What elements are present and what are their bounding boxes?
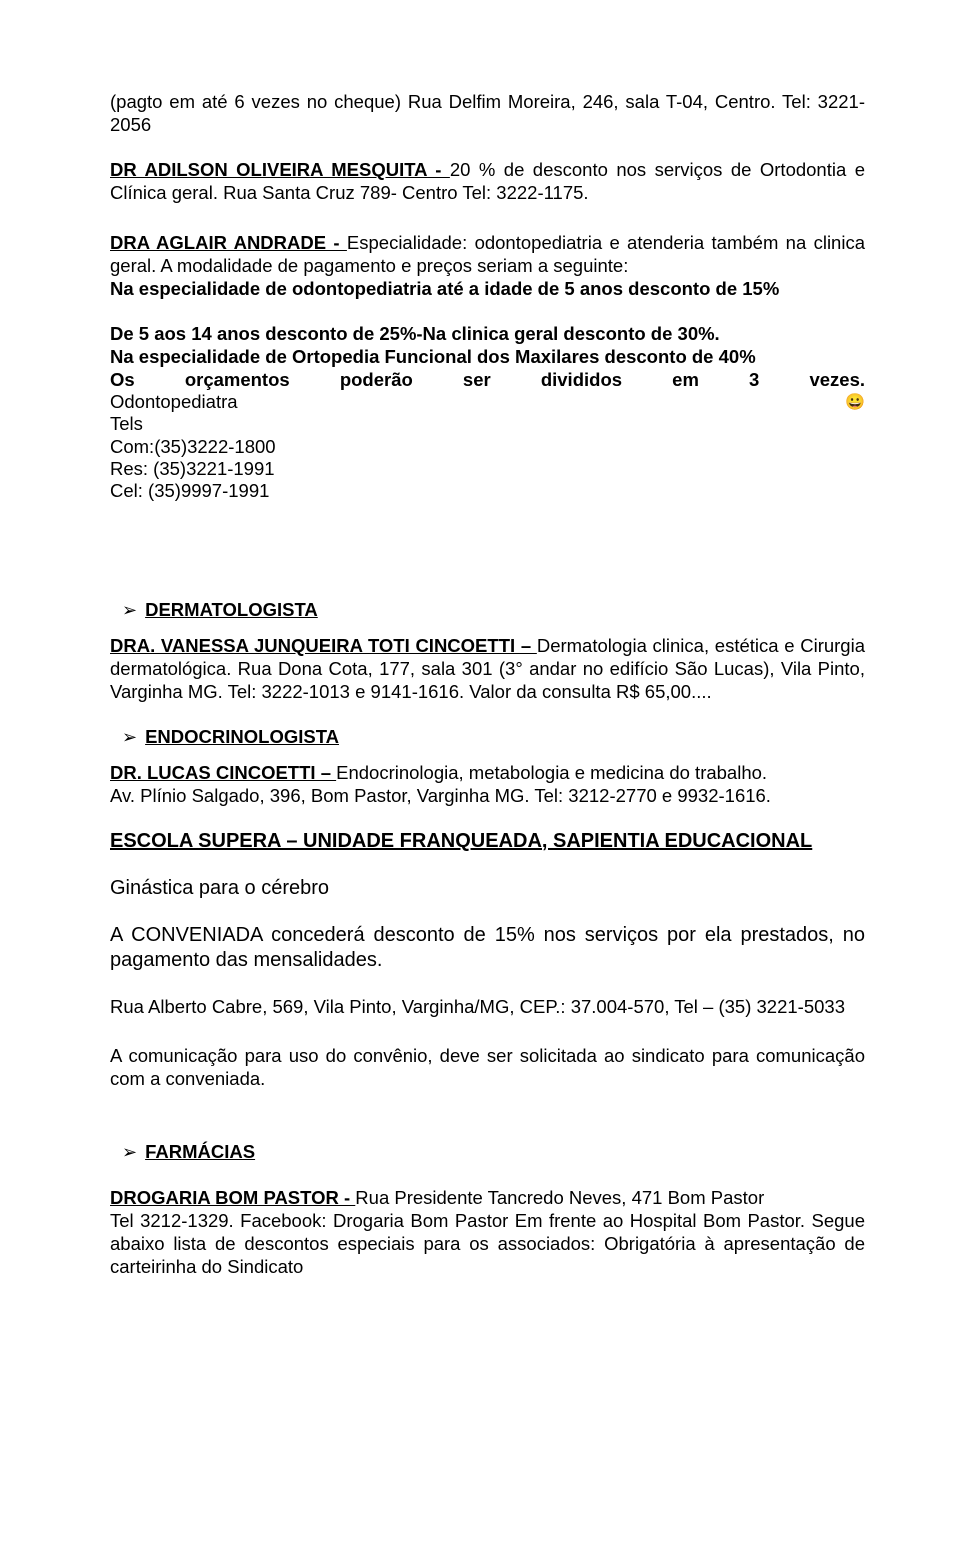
address-dr-lucas: Av. Plínio Salgado, 396, Bom Pastor, Var… <box>110 784 865 807</box>
text-dr-lucas: Endocrinologia, metabologia e medicina d… <box>336 762 767 783</box>
name-dra-aglair: DRA AGLAIR ANDRADE - <box>110 232 347 253</box>
heading-endocrinologista: ENDOCRINOLOGISTA <box>145 725 339 748</box>
paragraph-drogaria: DROGARIA BOM PASTOR - Rua Presidente Tan… <box>110 1186 865 1209</box>
paragraph-dr-adilson: DR ADILSON OLIVEIRA MESQUITA - 20 % de d… <box>110 158 865 204</box>
spread-word: em <box>672 368 699 391</box>
paragraph-dra-vanessa: DRA. VANESSA JUNQUEIRA TOTI CINCOETTI – … <box>110 634 865 703</box>
contact-l3: Com:(35)3222-1800 <box>110 436 865 458</box>
name-drogaria: DROGARIA BOM PASTOR - <box>110 1187 355 1208</box>
arrow-icon: ➢ <box>122 599 137 622</box>
spread-word: ser <box>463 368 491 391</box>
arrow-icon: ➢ <box>122 1141 137 1164</box>
heading-farmacias: FARMÁCIAS <box>145 1140 255 1163</box>
paragraph-pagto: (pagto em até 6 vezes no cheque) Rua Del… <box>110 90 865 136</box>
spread-word: 3 <box>749 368 759 391</box>
spread-word: vezes. <box>809 368 865 391</box>
escola-p1: A CONVENIADA concederá desconto de 15% n… <box>110 923 865 973</box>
heading-dermatologista: DERMATOLOGISTA <box>145 598 318 621</box>
section-farmacias: ➢ FARMÁCIAS <box>122 1140 865 1164</box>
paragraph-dr-lucas: DR. LUCAS CINCOETTI – Endocrinologia, me… <box>110 761 865 784</box>
contact-l1: Odontopediatra <box>110 391 865 413</box>
paragraph-dra-aglair: DRA AGLAIR ANDRADE - Especialidade: odon… <box>110 231 865 277</box>
spread-word: Os <box>110 368 135 391</box>
smiley-icon: 😀 <box>845 393 865 412</box>
section-dermatologista: ➢ DERMATOLOGISTA <box>122 598 865 622</box>
spread-word: divididos <box>541 368 622 391</box>
bold-discount-2: Na especialidade de Ortopedia Funcional … <box>110 345 865 368</box>
escola-p3: A comunicação para uso do convênio, deve… <box>110 1044 865 1090</box>
contact-block: 😀 Odontopediatra Tels Com:(35)3222-1800 … <box>110 391 865 502</box>
name-dr-lucas: DR. LUCAS CINCOETTI – <box>110 762 336 783</box>
arrow-icon: ➢ <box>122 726 137 749</box>
escola-p2: Rua Alberto Cabre, 569, Vila Pinto, Varg… <box>110 995 865 1018</box>
bold-line-especialidade: Na especialidade de odontopediatria até … <box>110 277 865 300</box>
name-dr-adilson: DR ADILSON OLIVEIRA MESQUITA - <box>110 159 450 180</box>
text-drogaria: Rua Presidente Tancredo Neves, 471 Bom P… <box>355 1187 764 1208</box>
contact-l5: Cel: (35)9997-1991 <box>110 480 865 502</box>
drogaria-l2: Tel 3212-1329. Facebook: Drogaria Bom Pa… <box>110 1209 865 1278</box>
name-dra-vanessa: DRA. VANESSA JUNQUEIRA TOTI CINCOETTI – <box>110 635 537 656</box>
contact-l4: Res: (35)3221-1991 <box>110 458 865 480</box>
heading-escola-supera: ESCOLA SUPERA – UNIDADE FRANQUEADA, SAPI… <box>110 829 865 854</box>
spread-word: poderão <box>340 368 413 391</box>
bold-discount-1: De 5 aos 14 anos desconto de 25%-Na clin… <box>110 322 865 345</box>
bold-spread-line: Os orçamentos poderão ser divididos em 3… <box>110 368 865 391</box>
spread-word: orçamentos <box>185 368 290 391</box>
sub-escola: Ginástica para o cérebro <box>110 876 865 901</box>
contact-l2: Tels <box>110 413 865 435</box>
section-endocrinologista: ➢ ENDOCRINOLOGISTA <box>122 725 865 749</box>
